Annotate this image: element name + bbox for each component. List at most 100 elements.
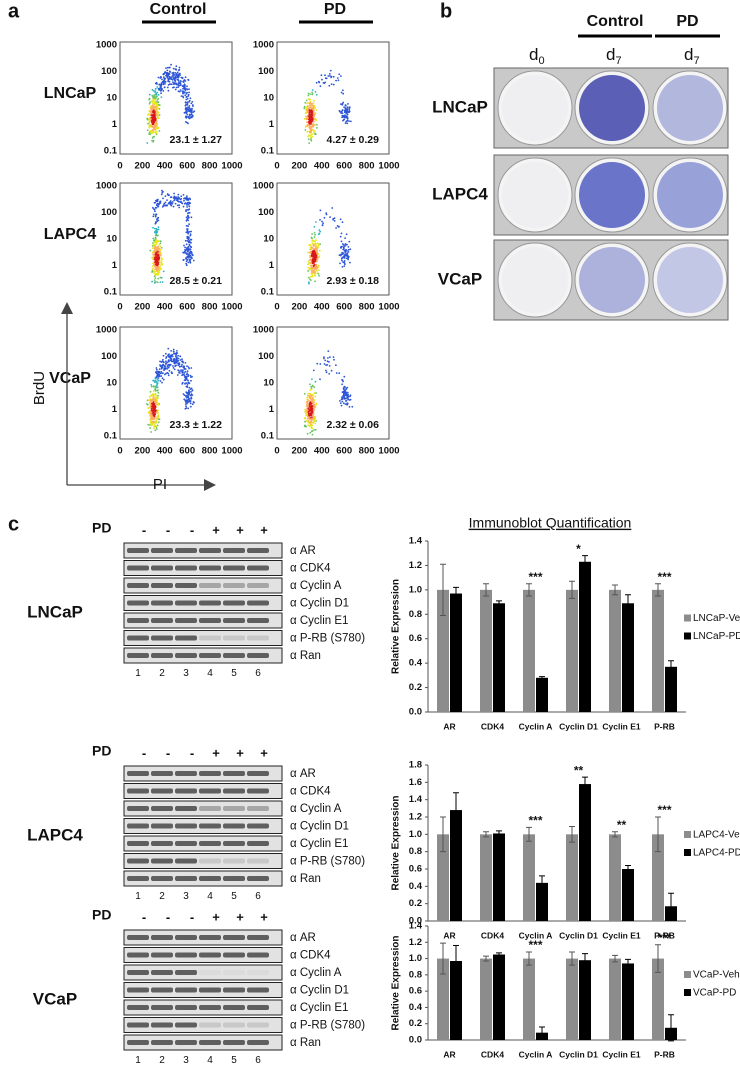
flow-event <box>304 118 306 120</box>
flow-event <box>177 194 179 196</box>
flow-event <box>156 243 158 245</box>
flow-event <box>155 277 157 279</box>
well-stain <box>657 75 723 141</box>
blot-band <box>199 1023 221 1028</box>
well-stain <box>657 247 723 313</box>
x-tick-label: P-RB <box>654 1049 675 1059</box>
flow-event <box>161 79 163 81</box>
flow-event <box>186 112 188 114</box>
y-tick-label: 1000 <box>96 325 117 336</box>
y-tick-label: 1000 <box>96 40 117 51</box>
flow-event <box>152 227 154 229</box>
flow-event <box>337 77 339 79</box>
flow-event <box>167 74 169 76</box>
y-tick-label: 1.4 <box>409 794 423 805</box>
blot-band <box>199 876 221 881</box>
y-tick-label: 1.6 <box>409 777 422 788</box>
lane-sign: + <box>260 909 268 924</box>
flow-event <box>158 244 160 246</box>
flow-event <box>347 396 349 398</box>
flow-event <box>310 138 312 140</box>
y-tick-label: 10 <box>263 234 274 245</box>
flow-event <box>349 106 351 108</box>
flow-event <box>316 270 318 272</box>
x-tick-label: 800 <box>359 446 375 457</box>
x-tick-label: 400 <box>157 446 173 457</box>
axis-label: PI <box>153 476 167 493</box>
flow-event <box>163 271 165 273</box>
flow-event <box>316 363 318 365</box>
flow-event <box>322 222 324 224</box>
column-header: PD <box>324 1 346 18</box>
flow-event <box>341 260 343 262</box>
flow-event <box>310 402 312 404</box>
flow-event <box>342 221 344 223</box>
flow-event <box>340 112 342 114</box>
flow-event <box>312 422 314 424</box>
flow-event <box>158 101 160 103</box>
blot-band <box>151 1005 173 1010</box>
flow-event <box>315 429 317 431</box>
flow-event <box>168 375 170 377</box>
flow-event <box>173 362 175 364</box>
antibody-label: α P-RB (S780) <box>290 633 365 645</box>
lane-sign: + <box>212 522 220 537</box>
flow-event <box>153 126 155 128</box>
blot-band <box>151 841 173 846</box>
blot-band <box>199 859 221 864</box>
x-tick-label: 400 <box>157 302 173 313</box>
bar <box>609 590 621 712</box>
day-subscript: 7 <box>693 55 699 67</box>
blot-band <box>175 876 197 881</box>
flow-event <box>307 393 309 395</box>
percent-brdu: 4.27 ± 0.29 <box>327 134 380 146</box>
x-tick-label: Cyclin E1 <box>602 1049 641 1059</box>
flow-event <box>188 204 190 206</box>
flow-event <box>319 250 321 252</box>
flow-event <box>177 72 179 74</box>
flow-event <box>343 118 345 120</box>
flow-event <box>165 195 167 197</box>
flow-event <box>190 406 192 408</box>
blot-band <box>127 935 149 940</box>
flow-event <box>341 401 343 403</box>
flow-event <box>345 117 347 119</box>
blot-band <box>223 789 245 794</box>
flow-event <box>158 260 160 262</box>
blot-band <box>151 876 173 881</box>
flow-event <box>190 391 192 393</box>
lane-number: 3 <box>183 668 189 679</box>
antibody-label: α Cyclin A <box>290 803 342 815</box>
flow-event <box>165 67 167 69</box>
flow-event <box>347 114 349 116</box>
flow-event <box>187 238 189 240</box>
flow-event <box>178 70 180 72</box>
significance: ** <box>617 818 627 832</box>
flow-event <box>347 107 349 109</box>
flow-event <box>319 231 321 233</box>
flow-event <box>345 108 347 110</box>
flow-event <box>172 356 174 358</box>
flow-event <box>311 276 313 278</box>
flow-event <box>170 78 172 80</box>
flow-event <box>322 225 324 227</box>
flow-event <box>180 366 182 368</box>
flow-event <box>308 422 310 424</box>
flow-event <box>174 369 176 371</box>
x-tick-label: 1000 <box>221 302 242 313</box>
blot-band <box>199 988 221 993</box>
flow-event <box>156 382 158 384</box>
flow-event <box>154 429 156 431</box>
flow-event <box>312 239 314 241</box>
y-tick-label: 10 <box>263 93 274 104</box>
flow-event <box>167 67 169 69</box>
flow-event <box>155 213 157 215</box>
flow-event <box>345 121 347 123</box>
antibody-label: α Cyclin A <box>290 580 342 592</box>
flow-event <box>189 100 191 102</box>
flow-event <box>312 247 314 249</box>
flow-event <box>152 247 154 249</box>
flow-event <box>186 93 188 95</box>
antibody-label: α AR <box>290 545 316 557</box>
flow-event <box>165 367 167 369</box>
